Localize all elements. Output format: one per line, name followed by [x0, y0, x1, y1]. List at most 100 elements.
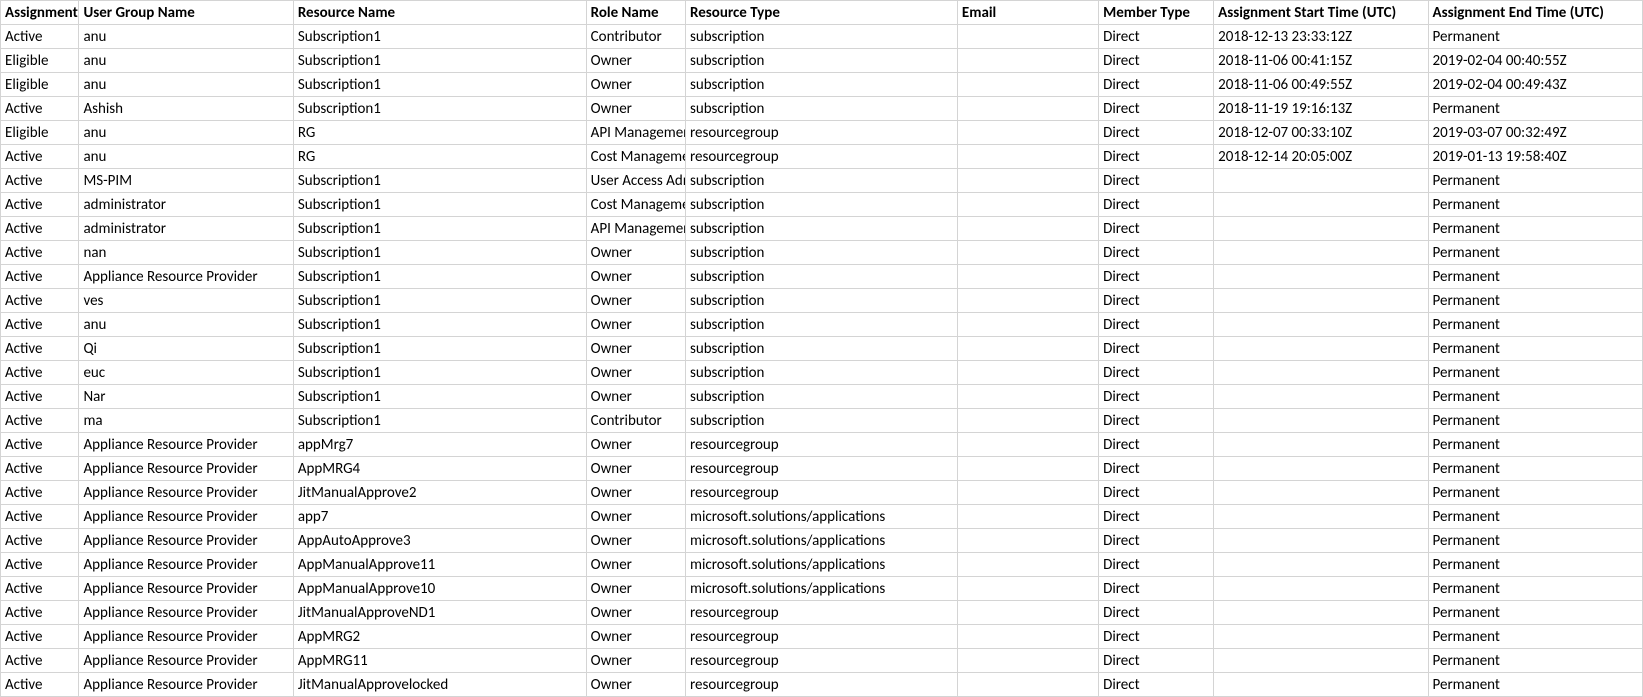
- table-cell[interactable]: resourcegroup: [686, 121, 958, 145]
- table-cell[interactable]: Active: [1, 433, 79, 457]
- table-cell[interactable]: Owner: [586, 385, 685, 409]
- table-cell[interactable]: Permanent: [1428, 601, 1642, 625]
- table-cell[interactable]: Active: [1, 673, 79, 697]
- table-cell[interactable]: Active: [1, 241, 79, 265]
- table-row[interactable]: ActiveeucSubscription1OwnersubscriptionD…: [1, 361, 1643, 385]
- table-cell[interactable]: ves: [79, 289, 293, 313]
- table-cell[interactable]: [1214, 337, 1428, 361]
- table-cell[interactable]: Permanent: [1428, 409, 1642, 433]
- table-cell[interactable]: Permanent: [1428, 481, 1642, 505]
- table-cell[interactable]: Subscription1: [293, 97, 586, 121]
- table-cell[interactable]: Permanent: [1428, 313, 1642, 337]
- table-cell[interactable]: Contributor: [586, 409, 685, 433]
- table-cell[interactable]: JitManualApproveND1: [293, 601, 586, 625]
- table-cell[interactable]: [1214, 361, 1428, 385]
- table-cell[interactable]: 2019-03-07 00:32:49Z: [1428, 121, 1642, 145]
- table-cell[interactable]: [1214, 457, 1428, 481]
- table-cell[interactable]: Permanent: [1428, 97, 1642, 121]
- table-cell[interactable]: anu: [79, 313, 293, 337]
- table-cell[interactable]: [957, 409, 1098, 433]
- col-role-name[interactable]: Role Name: [586, 1, 685, 25]
- table-cell[interactable]: subscription: [686, 169, 958, 193]
- table-cell[interactable]: Active: [1, 625, 79, 649]
- table-cell[interactable]: [1214, 385, 1428, 409]
- table-cell[interactable]: Direct: [1099, 73, 1214, 97]
- table-cell[interactable]: Permanent: [1428, 649, 1642, 673]
- table-row[interactable]: ActiveAshishSubscription1Ownersubscripti…: [1, 97, 1643, 121]
- table-cell[interactable]: [1214, 481, 1428, 505]
- table-cell[interactable]: administrator: [79, 193, 293, 217]
- table-cell[interactable]: anu: [79, 121, 293, 145]
- table-cell[interactable]: Owner: [586, 625, 685, 649]
- table-cell[interactable]: Permanent: [1428, 241, 1642, 265]
- table-cell[interactable]: Owner: [586, 433, 685, 457]
- table-cell[interactable]: Owner: [586, 73, 685, 97]
- col-end-time[interactable]: Assignment End Time (UTC): [1428, 1, 1642, 25]
- table-cell[interactable]: AppMRG11: [293, 649, 586, 673]
- table-cell[interactable]: resourcegroup: [686, 457, 958, 481]
- table-cell[interactable]: Direct: [1099, 577, 1214, 601]
- col-email[interactable]: Email: [957, 1, 1098, 25]
- table-cell[interactable]: subscription: [686, 49, 958, 73]
- table-cell[interactable]: [957, 241, 1098, 265]
- table-cell[interactable]: [957, 505, 1098, 529]
- table-cell[interactable]: Owner: [586, 361, 685, 385]
- table-cell[interactable]: Owner: [586, 97, 685, 121]
- table-cell[interactable]: Permanent: [1428, 457, 1642, 481]
- table-cell[interactable]: Subscription1: [293, 49, 586, 73]
- table-cell[interactable]: Direct: [1099, 361, 1214, 385]
- table-cell[interactable]: Owner: [586, 553, 685, 577]
- table-cell[interactable]: resourcegroup: [686, 673, 958, 697]
- table-cell[interactable]: subscription: [686, 337, 958, 361]
- table-cell[interactable]: resourcegroup: [686, 649, 958, 673]
- table-row[interactable]: ActiveNarSubscription1OwnersubscriptionD…: [1, 385, 1643, 409]
- table-cell[interactable]: 2018-11-06 00:49:55Z: [1214, 73, 1428, 97]
- table-cell[interactable]: Active: [1, 97, 79, 121]
- table-cell[interactable]: Active: [1, 313, 79, 337]
- table-cell[interactable]: Appliance Resource Provider: [79, 625, 293, 649]
- table-cell[interactable]: subscription: [686, 25, 958, 49]
- table-cell[interactable]: 2019-01-13 19:58:40Z: [1428, 145, 1642, 169]
- table-cell[interactable]: Direct: [1099, 193, 1214, 217]
- table-cell[interactable]: Nar: [79, 385, 293, 409]
- table-cell[interactable]: microsoft.solutions/applications: [686, 577, 958, 601]
- table-cell[interactable]: Direct: [1099, 601, 1214, 625]
- table-row[interactable]: ActiveAppliance Resource ProviderJitManu…: [1, 601, 1643, 625]
- table-cell[interactable]: Appliance Resource Provider: [79, 673, 293, 697]
- table-cell[interactable]: Contributor: [586, 25, 685, 49]
- table-cell[interactable]: Direct: [1099, 481, 1214, 505]
- table-cell[interactable]: nan: [79, 241, 293, 265]
- table-cell[interactable]: subscription: [686, 409, 958, 433]
- table-cell[interactable]: [1214, 409, 1428, 433]
- table-cell[interactable]: Active: [1, 361, 79, 385]
- table-cell[interactable]: Appliance Resource Provider: [79, 457, 293, 481]
- table-cell[interactable]: Permanent: [1428, 169, 1642, 193]
- table-cell[interactable]: Owner: [586, 265, 685, 289]
- table-cell[interactable]: Active: [1, 409, 79, 433]
- table-row[interactable]: ActiveAppliance Resource ProviderAppMRG2…: [1, 625, 1643, 649]
- table-cell[interactable]: [1214, 217, 1428, 241]
- table-cell[interactable]: Subscription1: [293, 265, 586, 289]
- table-cell[interactable]: subscription: [686, 265, 958, 289]
- table-cell[interactable]: Permanent: [1428, 289, 1642, 313]
- table-cell[interactable]: Direct: [1099, 169, 1214, 193]
- table-cell[interactable]: Direct: [1099, 289, 1214, 313]
- table-cell[interactable]: Direct: [1099, 49, 1214, 73]
- table-cell[interactable]: Active: [1, 289, 79, 313]
- table-cell[interactable]: Direct: [1099, 121, 1214, 145]
- table-cell[interactable]: Direct: [1099, 337, 1214, 361]
- table-cell[interactable]: Appliance Resource Provider: [79, 505, 293, 529]
- table-cell[interactable]: microsoft.solutions/applications: [686, 505, 958, 529]
- table-cell[interactable]: subscription: [686, 73, 958, 97]
- table-cell[interactable]: Active: [1, 25, 79, 49]
- table-cell[interactable]: Direct: [1099, 529, 1214, 553]
- table-cell[interactable]: Subscription1: [293, 313, 586, 337]
- table-cell[interactable]: Owner: [586, 289, 685, 313]
- table-cell[interactable]: [1214, 313, 1428, 337]
- table-row[interactable]: ActiveAppliance Resource ProviderJitManu…: [1, 673, 1643, 697]
- table-cell[interactable]: subscription: [686, 97, 958, 121]
- table-cell[interactable]: Appliance Resource Provider: [79, 433, 293, 457]
- table-cell[interactable]: Active: [1, 577, 79, 601]
- table-cell[interactable]: resourcegroup: [686, 433, 958, 457]
- table-cell[interactable]: AppMRG2: [293, 625, 586, 649]
